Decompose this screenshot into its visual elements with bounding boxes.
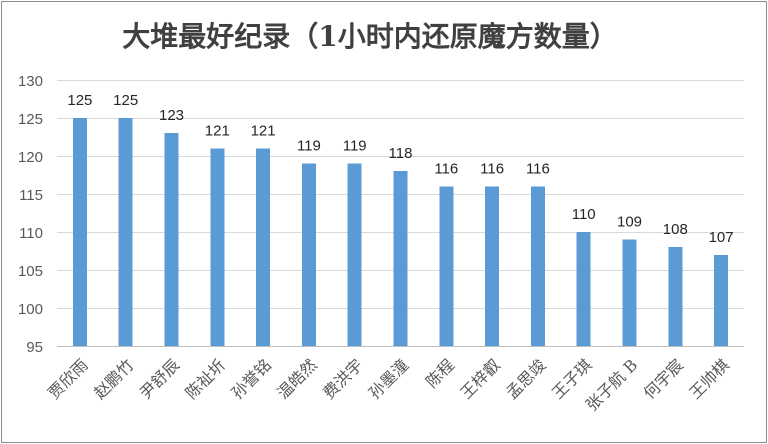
y-tick-label-110: 110 — [19, 225, 43, 242]
data-label-6: 119 — [297, 138, 321, 155]
y-tick-label-95: 95 — [26, 339, 43, 356]
data-label-4: 121 — [205, 122, 230, 139]
bar-7 — [347, 163, 362, 346]
bar-12 — [576, 232, 591, 346]
data-label-14: 108 — [663, 221, 688, 238]
data-label-13: 109 — [617, 214, 642, 231]
y-axis-tick-labels: 95 100 105 110 115 120 125 130 — [18, 73, 43, 356]
data-label-5: 121 — [251, 122, 276, 139]
y-tick-label-130: 130 — [18, 73, 43, 90]
y-tick-label-120: 120 — [18, 149, 43, 166]
chart-title: 大堆最好纪录（1小时内还原魔方数量） — [122, 20, 618, 53]
y-tick-label-125: 125 — [18, 111, 43, 128]
bar-4 — [210, 148, 225, 346]
y-tick-label-105: 105 — [18, 263, 43, 280]
bar-2 — [118, 118, 133, 346]
data-labels: 125 125 123 121 121 119 119 118 116 116 116 110 109 1… — [67, 92, 733, 246]
data-label-8: 118 — [389, 145, 413, 162]
data-label-9: 116 — [434, 160, 458, 177]
data-label-7: 119 — [343, 138, 367, 155]
bar-14 — [668, 247, 683, 346]
bars — [72, 118, 729, 346]
bar-13 — [622, 239, 637, 346]
bar-8 — [393, 171, 408, 346]
bar-9 — [439, 186, 454, 346]
data-label-2: 125 — [113, 92, 138, 109]
y-tick-label-115: 115 — [19, 187, 43, 204]
data-label-15: 107 — [709, 229, 734, 246]
bar-10 — [485, 186, 500, 346]
bar-1 — [72, 118, 87, 346]
data-label-10: 116 — [480, 160, 504, 177]
bar-3 — [164, 133, 179, 346]
bar-11 — [530, 186, 545, 346]
data-label-3: 123 — [159, 107, 184, 124]
data-label-12: 110 — [572, 206, 596, 223]
bar-6 — [301, 163, 316, 346]
bar-5 — [256, 148, 271, 346]
data-label-11: 116 — [526, 160, 550, 177]
y-tick-label-100: 100 — [18, 301, 43, 318]
bar-15 — [714, 254, 729, 346]
data-label-1: 125 — [67, 92, 92, 109]
